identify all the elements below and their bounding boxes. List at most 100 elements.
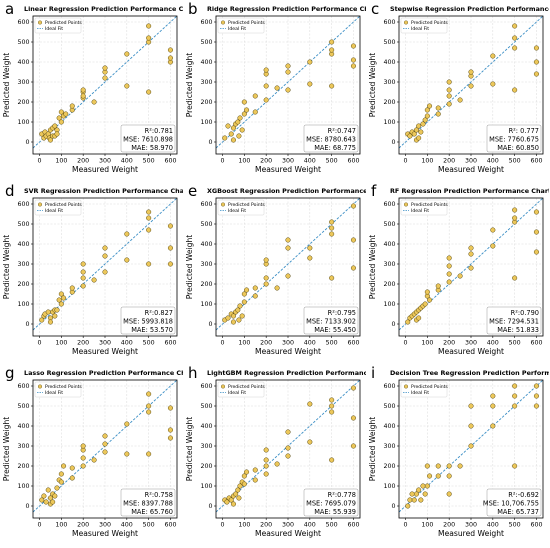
x-tick-label: 200 bbox=[77, 158, 89, 165]
stats-frame bbox=[303, 488, 359, 517]
panel-letter: g bbox=[5, 364, 15, 382]
data-point bbox=[263, 457, 269, 463]
y-tick-label: 100 bbox=[17, 301, 29, 308]
data-point bbox=[435, 105, 441, 111]
legend-point-marker bbox=[221, 20, 226, 25]
data-point bbox=[263, 275, 269, 281]
panel-letter: h bbox=[188, 364, 198, 382]
data-point bbox=[533, 45, 540, 51]
data-point bbox=[243, 469, 250, 475]
legend-box bbox=[217, 199, 265, 216]
data-point bbox=[446, 101, 452, 107]
x-tick-label: 300 bbox=[465, 522, 477, 529]
data-point bbox=[235, 487, 241, 493]
data-point bbox=[329, 409, 335, 415]
chart-i: i Decision Tree Regression Prediction Per… bbox=[368, 364, 549, 538]
legend-points-label: Predicted Points bbox=[228, 384, 265, 390]
x-axis-label: Measured Weight bbox=[255, 529, 321, 538]
x-tick-label: 100 bbox=[55, 158, 67, 165]
data-point bbox=[416, 135, 422, 141]
panel-letter: c bbox=[371, 0, 379, 18]
chart-f: f RF Regression Prediction Performance Ch… bbox=[368, 182, 549, 356]
y-tick-label: 0 bbox=[208, 321, 212, 328]
data-point bbox=[512, 23, 518, 29]
y-tick-label: 100 bbox=[17, 483, 29, 490]
data-point bbox=[91, 99, 97, 105]
gridlines bbox=[399, 16, 543, 154]
y-tick-label: 600 bbox=[383, 383, 395, 390]
x-axis-label: Measured Weight bbox=[72, 165, 138, 174]
data-point bbox=[457, 273, 463, 279]
mae-value: MAE: 55.939 bbox=[314, 508, 356, 516]
data-point bbox=[329, 275, 335, 281]
data-point bbox=[235, 307, 241, 313]
x-tick-label: 600 bbox=[164, 340, 176, 347]
y-tick-label: 200 bbox=[383, 463, 395, 470]
y-tick-label: 100 bbox=[17, 119, 29, 126]
mae-value: MAE: 65.760 bbox=[131, 508, 173, 516]
y-tick-label: 0 bbox=[208, 503, 212, 510]
mae-value: MAE: 53.570 bbox=[131, 326, 173, 334]
data-point bbox=[58, 479, 64, 485]
y-tick-label: 600 bbox=[200, 383, 212, 390]
x-tick-label: 600 bbox=[530, 340, 542, 347]
x-tick-label: 500 bbox=[326, 340, 338, 347]
x-tick-label: 600 bbox=[347, 522, 359, 529]
data-point bbox=[230, 137, 237, 143]
x-tick-label: 400 bbox=[487, 522, 499, 529]
data-point bbox=[235, 119, 241, 125]
panel-i: i Decision Tree Regression Prediction Per… bbox=[366, 364, 549, 546]
y-tick-label: 200 bbox=[17, 99, 29, 106]
x-axis-label: Measured Weight bbox=[72, 529, 138, 538]
legend-box bbox=[400, 381, 448, 398]
data-point bbox=[405, 319, 411, 325]
data-point bbox=[52, 313, 58, 319]
data-point bbox=[241, 473, 247, 479]
data-point bbox=[307, 59, 313, 65]
x-axis-label: Measured Weight bbox=[438, 529, 504, 538]
legend-fit-label: Ideal Fit bbox=[411, 208, 429, 214]
data-point bbox=[41, 493, 47, 499]
data-point bbox=[512, 403, 518, 409]
data-point bbox=[446, 263, 452, 269]
data-point bbox=[237, 115, 243, 121]
y-tick-label: 400 bbox=[200, 241, 212, 248]
data-point bbox=[329, 457, 335, 463]
legend-point-marker bbox=[221, 384, 226, 389]
x-tick-label: 200 bbox=[443, 158, 455, 165]
stats-frame bbox=[303, 306, 359, 335]
x-tick-label: 600 bbox=[530, 522, 542, 529]
y-tick-label: 600 bbox=[17, 201, 29, 208]
data-point bbox=[80, 283, 86, 289]
data-point bbox=[285, 445, 291, 451]
data-point bbox=[236, 495, 242, 501]
y-tick-label: 500 bbox=[383, 403, 395, 410]
chart-title: Decision Tree Regression Prediction Perf… bbox=[390, 369, 549, 377]
data-point bbox=[58, 471, 64, 477]
y-tick-label: 0 bbox=[391, 321, 395, 328]
data-point bbox=[167, 427, 174, 433]
y-tick-label: 500 bbox=[383, 39, 395, 46]
data-point bbox=[329, 403, 335, 409]
data-point bbox=[146, 35, 152, 41]
chart-e: e XGBoost Regression Prediction Performan… bbox=[185, 182, 366, 356]
data-point bbox=[446, 463, 452, 469]
x-tick-label: 100 bbox=[55, 340, 67, 347]
data-point bbox=[446, 255, 452, 261]
data-point bbox=[60, 295, 67, 301]
data-point bbox=[307, 401, 313, 407]
data-point bbox=[239, 127, 245, 133]
scatter-points bbox=[405, 383, 540, 509]
x-tick-label: 600 bbox=[530, 158, 542, 165]
data-point bbox=[102, 253, 108, 259]
data-point bbox=[167, 261, 174, 267]
legend-box bbox=[400, 17, 448, 34]
r2-value: R²:0.781 bbox=[145, 127, 173, 135]
data-point bbox=[350, 385, 357, 391]
data-point bbox=[407, 133, 413, 139]
data-point bbox=[285, 245, 291, 251]
data-point bbox=[307, 245, 313, 251]
